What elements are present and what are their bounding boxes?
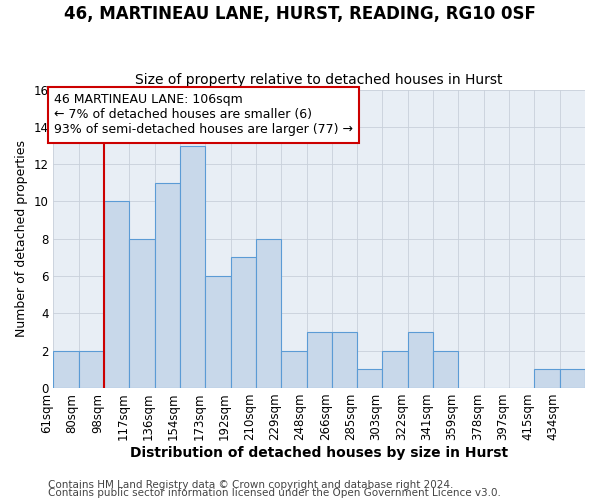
Text: Contains HM Land Registry data © Crown copyright and database right 2024.: Contains HM Land Registry data © Crown c… bbox=[48, 480, 454, 490]
Bar bbox=[357, 370, 382, 388]
Y-axis label: Number of detached properties: Number of detached properties bbox=[15, 140, 28, 338]
Title: Size of property relative to detached houses in Hurst: Size of property relative to detached ho… bbox=[136, 73, 503, 87]
X-axis label: Distribution of detached houses by size in Hurst: Distribution of detached houses by size … bbox=[130, 446, 508, 460]
Bar bbox=[155, 183, 180, 388]
Bar bbox=[104, 202, 130, 388]
Text: 46, MARTINEAU LANE, HURST, READING, RG10 0SF: 46, MARTINEAU LANE, HURST, READING, RG10… bbox=[64, 5, 536, 23]
Bar bbox=[79, 350, 104, 388]
Bar bbox=[382, 350, 408, 388]
Bar bbox=[560, 370, 585, 388]
Bar bbox=[256, 239, 281, 388]
Bar bbox=[205, 276, 230, 388]
Bar bbox=[332, 332, 357, 388]
Bar bbox=[535, 370, 560, 388]
Bar bbox=[180, 146, 205, 388]
Bar bbox=[281, 350, 307, 388]
Bar bbox=[408, 332, 433, 388]
Bar bbox=[130, 239, 155, 388]
Text: Contains public sector information licensed under the Open Government Licence v3: Contains public sector information licen… bbox=[48, 488, 501, 498]
Text: 46 MARTINEAU LANE: 106sqm
← 7% of detached houses are smaller (6)
93% of semi-de: 46 MARTINEAU LANE: 106sqm ← 7% of detach… bbox=[54, 94, 353, 136]
Bar bbox=[230, 258, 256, 388]
Bar bbox=[307, 332, 332, 388]
Bar bbox=[433, 350, 458, 388]
Bar bbox=[53, 350, 79, 388]
